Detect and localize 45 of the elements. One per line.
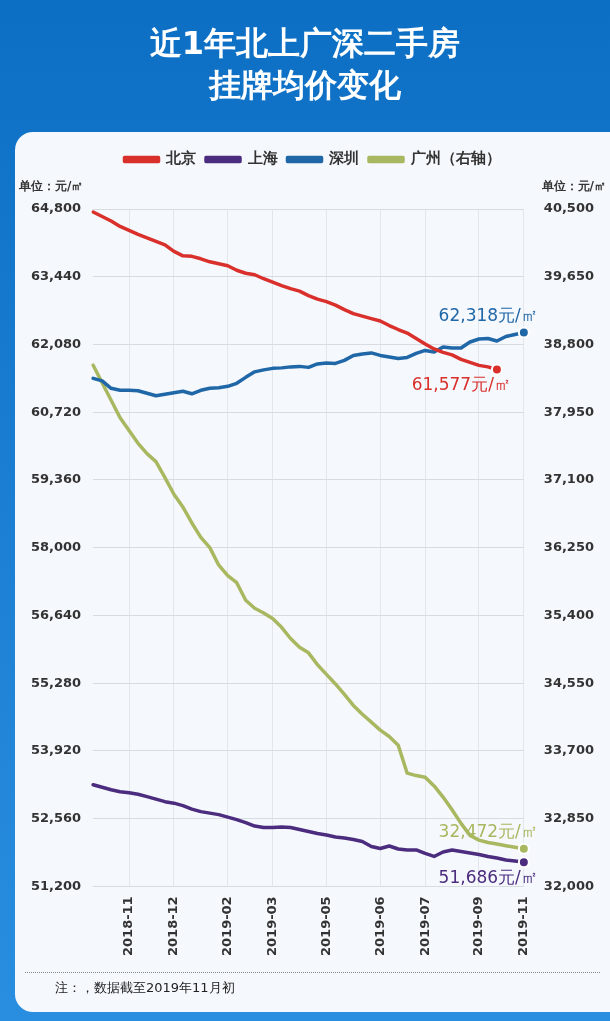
y-tick-label: 52,560 xyxy=(30,809,82,825)
y-tick-label: 60,720 xyxy=(30,403,82,419)
y-tick-label: 56,640 xyxy=(30,606,82,622)
point xyxy=(490,363,503,376)
y2-tick-label: 37,100 xyxy=(543,471,595,487)
point xyxy=(517,326,530,339)
y-tick-label: 53,920 xyxy=(30,742,82,758)
y-tick-label: 59,360 xyxy=(30,471,82,487)
x-tick-label: 2019-09 xyxy=(470,896,486,956)
y2-axis-title: 单位：元/㎡ xyxy=(540,179,606,194)
data-label: 62,318元/㎡ xyxy=(438,304,538,325)
y2-tick-label: 36,250 xyxy=(543,539,595,555)
y2-tick-label: 33,700 xyxy=(543,742,595,758)
x-tick-label: 2018-12 xyxy=(165,896,181,956)
x-tick-label: 2019-03 xyxy=(263,896,279,956)
y-tick-label: 58,000 xyxy=(30,539,82,555)
chart-title: 近1年北上广深二手房挂牌均价变化 xyxy=(148,23,462,106)
legend-label: 广州（右轴） xyxy=(409,149,501,168)
y-axis-title: 单位：元/㎡ xyxy=(18,179,84,194)
x-tick-label: 2019-05 xyxy=(317,896,333,956)
point xyxy=(517,856,530,869)
y-tick-label: 64,800 xyxy=(30,200,82,216)
data-label: 51,686元/㎡ xyxy=(438,867,538,888)
y2-tick-label: 40,500 xyxy=(543,200,595,216)
y2-tick-label: 38,800 xyxy=(543,335,595,351)
y2-tick-label: 32,850 xyxy=(543,809,595,825)
y2-tick-label: 39,650 xyxy=(543,268,595,284)
legend-label: 上海 xyxy=(246,149,278,168)
y-tick-label: 55,280 xyxy=(30,674,82,690)
y-tick-label: 62,080 xyxy=(30,335,82,351)
x-tick-label: 2019-06 xyxy=(371,896,387,956)
y2-tick-label: 32,000 xyxy=(543,877,595,893)
x-tick-label: 2018-11 xyxy=(120,896,136,956)
x-tick-label: 2019-11 xyxy=(515,896,531,956)
y2-tick-label: 37,950 xyxy=(543,403,595,419)
x-tick-label: 2019-02 xyxy=(219,896,235,956)
y2-tick-label: 35,400 xyxy=(543,606,595,622)
legend-label: 北京 xyxy=(165,149,196,168)
data-label: 61,577元/㎡ xyxy=(411,374,511,395)
y-tick-label: 51,200 xyxy=(30,877,82,893)
text: 注：，数据截至2019年11月初 xyxy=(55,980,235,995)
y-tick-label: 63,440 xyxy=(30,268,82,284)
legend-label: 深圳 xyxy=(328,149,359,168)
x-tick-label: 2019-07 xyxy=(416,896,432,956)
y2-tick-label: 34,550 xyxy=(543,674,595,690)
